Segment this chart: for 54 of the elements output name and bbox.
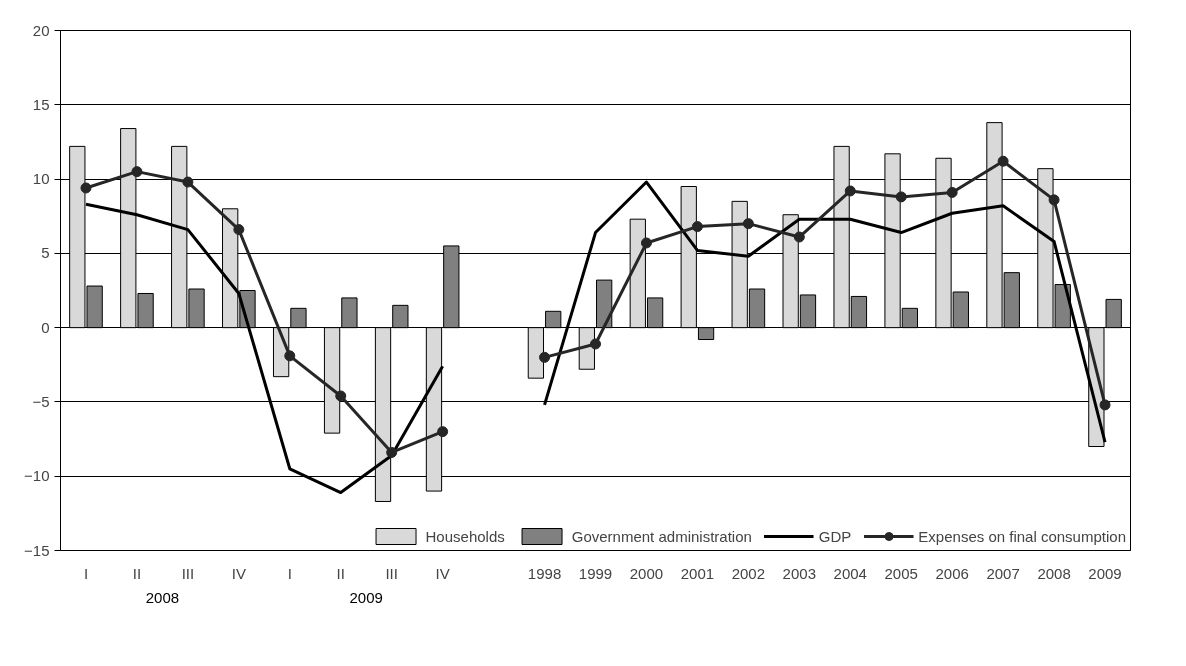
y-tick-label: 15 xyxy=(32,95,50,113)
x-tick-label: 2004 xyxy=(833,564,867,582)
x-tick-label: I xyxy=(83,564,89,582)
point xyxy=(284,350,296,362)
x-tick-label: 2008 xyxy=(1037,564,1071,582)
point xyxy=(1048,194,1060,206)
point xyxy=(997,155,1009,167)
y-tick-label: 20 xyxy=(32,21,50,39)
x-tick-label: 2009 xyxy=(1088,564,1122,582)
point xyxy=(182,176,194,188)
x-tick-label: II xyxy=(336,564,345,582)
legend-label: Households xyxy=(425,527,505,545)
point xyxy=(539,351,551,363)
point xyxy=(742,218,754,230)
point xyxy=(590,338,601,350)
x-tick-label: 1999 xyxy=(578,564,613,582)
point xyxy=(946,186,958,198)
x-tick-label: 2005 xyxy=(884,564,918,582)
legend-label: GDP xyxy=(818,527,852,545)
x-tick-label: 2007 xyxy=(986,564,1020,582)
point xyxy=(386,446,398,458)
point xyxy=(80,182,92,194)
point xyxy=(895,191,907,203)
text: 2008 xyxy=(145,588,180,606)
y-tick-label: −15 xyxy=(24,541,50,559)
x-tick-label: IV xyxy=(231,564,246,582)
x-tick-label: I xyxy=(287,564,292,582)
y-tick-label: 5 xyxy=(41,244,50,262)
point xyxy=(335,390,347,402)
text: 2009 xyxy=(349,588,383,606)
point xyxy=(1099,399,1111,411)
point xyxy=(691,221,703,233)
x-tick-label: 2003 xyxy=(782,564,816,582)
x-tick-label: III xyxy=(385,564,398,582)
y-tick-label: −5 xyxy=(32,392,50,410)
point xyxy=(437,426,449,438)
legend-label: Expenses on final consumption xyxy=(918,527,1126,545)
point xyxy=(131,166,143,178)
point xyxy=(844,185,856,197)
point xyxy=(233,224,245,236)
x-tick-label: 2002 xyxy=(731,564,766,582)
x-tick-label: 2006 xyxy=(935,564,969,582)
point xyxy=(793,231,805,243)
y-tick-label: −10 xyxy=(24,467,50,485)
x-tick-label: 2000 xyxy=(629,564,664,582)
x-tick-label: II xyxy=(132,564,142,582)
legend-label: Government administration xyxy=(571,527,752,545)
x-tick-label: 2001 xyxy=(680,564,715,582)
x-tick-label: III xyxy=(181,564,195,582)
y-tick-label: 10 xyxy=(32,170,50,188)
x-tick-label: IV xyxy=(435,564,450,582)
y-tick-label: 0 xyxy=(41,318,50,336)
point xyxy=(640,237,652,249)
x-tick-label: 1998 xyxy=(527,564,562,582)
